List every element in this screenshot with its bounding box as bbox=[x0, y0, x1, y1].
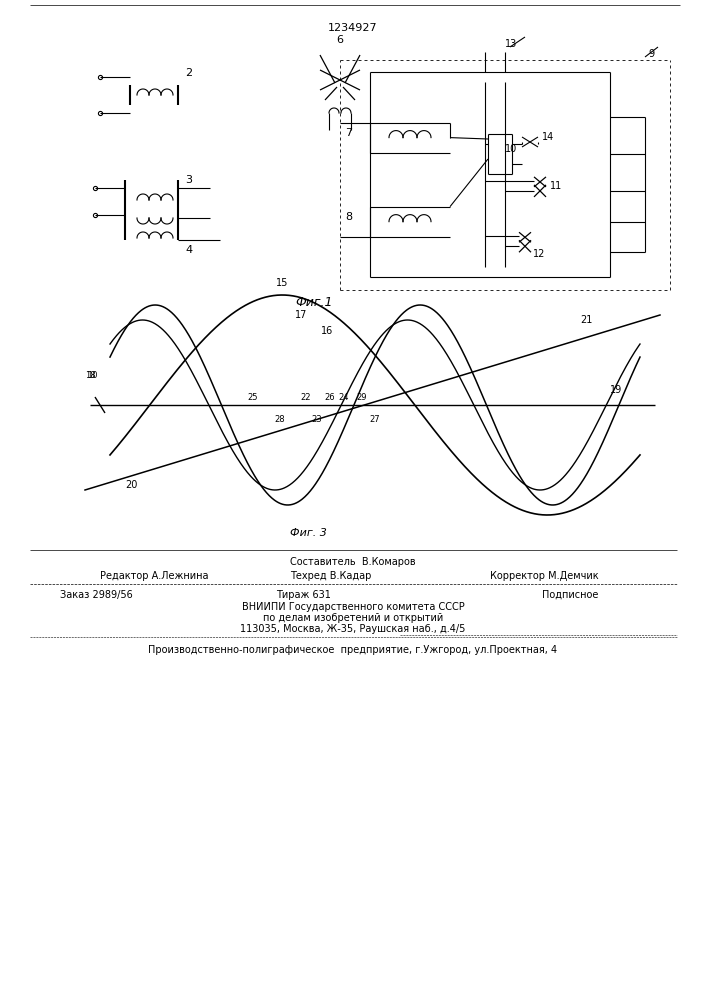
Text: 29: 29 bbox=[356, 392, 367, 401]
Text: 8: 8 bbox=[345, 212, 352, 222]
Text: Тираж 631: Тираж 631 bbox=[276, 590, 330, 600]
Text: 13: 13 bbox=[505, 39, 518, 49]
Text: по делам изобретений и открытий: по делам изобретений и открытий bbox=[263, 613, 443, 623]
Text: 22: 22 bbox=[300, 392, 311, 401]
Text: 4: 4 bbox=[185, 245, 192, 255]
Text: 21: 21 bbox=[580, 315, 592, 325]
Text: 19: 19 bbox=[610, 385, 622, 395]
Text: Корректор М.Демчик: Корректор М.Демчик bbox=[490, 571, 599, 581]
Text: 15: 15 bbox=[276, 278, 288, 288]
Text: Производственно-полиграфическое  предприятие, г.Ужгород, ул.Проектная, 4: Производственно-полиграфическое предприя… bbox=[148, 645, 558, 655]
Text: 20: 20 bbox=[125, 480, 137, 490]
Text: 10: 10 bbox=[505, 144, 518, 154]
Text: Техред В.Кадар: Техред В.Кадар bbox=[290, 571, 371, 581]
Text: 23: 23 bbox=[311, 414, 322, 424]
Text: 7: 7 bbox=[345, 128, 352, 138]
Text: 28: 28 bbox=[274, 414, 285, 424]
Text: ВНИИПИ Государственного комитета СССР: ВНИИПИ Государственного комитета СССР bbox=[242, 602, 464, 612]
Text: 113035, Москва, Ж-35, Раушская наб., д.4/5: 113035, Москва, Ж-35, Раушская наб., д.4… bbox=[240, 624, 466, 634]
Text: 3: 3 bbox=[185, 175, 192, 185]
Text: 12: 12 bbox=[533, 249, 545, 259]
Text: 6: 6 bbox=[337, 35, 344, 45]
Text: Подписное: Подписное bbox=[542, 590, 598, 600]
Text: 25: 25 bbox=[247, 392, 258, 401]
Text: 14: 14 bbox=[542, 132, 554, 142]
Text: Заказ 2989/56: Заказ 2989/56 bbox=[60, 590, 133, 600]
Text: 11: 11 bbox=[550, 181, 562, 191]
Text: 16: 16 bbox=[321, 326, 334, 336]
Text: 26: 26 bbox=[325, 392, 335, 401]
Text: 17: 17 bbox=[295, 310, 307, 320]
Text: 1234927: 1234927 bbox=[328, 23, 378, 33]
Text: Фиг.1: Фиг.1 bbox=[295, 296, 332, 308]
Text: Фиг. 3: Фиг. 3 bbox=[290, 528, 327, 538]
Text: Составитель  В.Комаров: Составитель В.Комаров bbox=[290, 557, 416, 567]
Text: 10: 10 bbox=[88, 370, 98, 379]
Text: 18: 18 bbox=[85, 370, 95, 379]
Text: Редактор А.Лежнина: Редактор А.Лежнина bbox=[100, 571, 209, 581]
Text: 9: 9 bbox=[648, 49, 654, 59]
Text: 27: 27 bbox=[370, 414, 380, 424]
Text: 24: 24 bbox=[338, 392, 349, 401]
Text: 2: 2 bbox=[185, 68, 192, 78]
